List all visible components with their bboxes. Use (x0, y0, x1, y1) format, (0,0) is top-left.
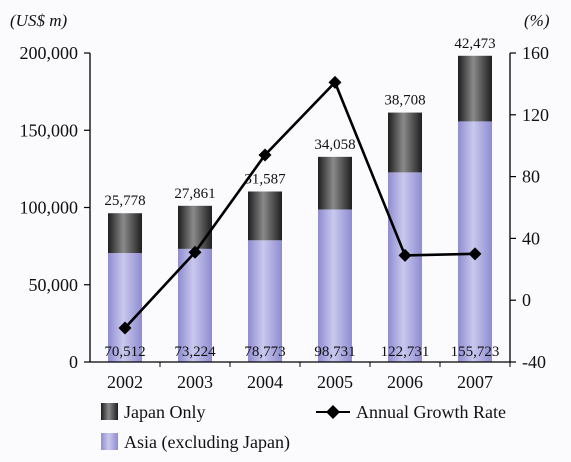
legend-label-asia: Asia (excluding Japan) (124, 432, 290, 453)
right-axis-unit-label: (%) (524, 11, 550, 30)
growth-point-2006 (398, 248, 412, 262)
growth-point-2007 (468, 247, 482, 261)
legend-label-growth: Annual Growth Rate (356, 402, 506, 422)
bar-label-asia-2006: 122,731 (381, 344, 430, 360)
x-tick-label: 2007 (457, 372, 493, 392)
bar-label-japan-2004: 31,587 (244, 171, 286, 187)
right-tick-label: 120 (522, 105, 549, 125)
bar-japan-2006 (388, 112, 422, 173)
right-tick-label: 80 (522, 167, 540, 187)
x-tick-label: 2005 (317, 372, 353, 392)
growth-point-2002 (118, 321, 132, 335)
left-axis-unit-label: (US$ m) (10, 11, 67, 30)
bar-asia-2006 (388, 172, 422, 362)
bar-asia-2003 (178, 248, 212, 362)
growth-rate-line (124, 80, 476, 329)
legend-swatch-japan (101, 403, 118, 420)
left-tick-label: 50,000 (29, 275, 79, 295)
legend-marker-growth (326, 405, 340, 419)
legend: Japan Only Annual Growth Rate Asia (exclud… (101, 402, 506, 453)
x-tick-label: 2003 (177, 372, 213, 392)
growth-point-2004 (258, 148, 272, 162)
right-tick-label: 0 (522, 290, 531, 310)
bar-label-japan-2006: 38,708 (384, 93, 425, 109)
bar-asia-2005 (318, 209, 352, 362)
growth-point-2005 (328, 75, 342, 89)
bar-asia-2004 (248, 240, 282, 362)
bar-japan-2004 (248, 191, 282, 241)
growth-point-2003 (188, 245, 202, 259)
legend-swatch-asia (101, 433, 118, 450)
bar-japan-2007 (458, 55, 492, 122)
right-tick-label: 40 (522, 228, 540, 248)
right-tick-label: -40 (522, 352, 546, 372)
right-tick-label: 160 (522, 43, 549, 63)
legend-label-japan: Japan Only (124, 402, 205, 422)
bar-asia-2002 (108, 253, 142, 362)
x-tick-label: 2002 (107, 372, 143, 392)
bars-group: 25,778 70,512 27,861 73,224 31,587 78,773 34,0… (104, 36, 500, 363)
x-tick-label: 2006 (387, 372, 423, 392)
left-tick-label: 200,000 (20, 43, 79, 63)
bar-label-japan-2007: 42,473 (454, 36, 495, 52)
x-tick-label: 2004 (247, 372, 283, 392)
bar-label-asia-2005: 98,731 (314, 344, 355, 360)
bar-label-asia-2002: 70,512 (104, 344, 145, 360)
left-tick-label: 150,000 (20, 120, 79, 140)
growth-line-group (118, 75, 482, 335)
bar-label-japan-2003: 27,861 (174, 186, 215, 202)
bar-label-asia-2007: 155,723 (451, 344, 500, 360)
bar-label-asia-2004: 78,773 (244, 344, 285, 360)
left-tick-label: 100,000 (20, 198, 79, 218)
left-tick-label: 0 (69, 352, 78, 372)
axes-group: 0 50,000 100,000 150,000 200,000 -40 0 40 80 120 1… (20, 43, 550, 392)
bar-label-japan-2002: 25,778 (104, 193, 145, 209)
bar-japan-2003 (178, 205, 212, 249)
bar-asia-2007 (458, 121, 492, 363)
bar-japan-2005 (318, 156, 352, 210)
bar-label-asia-2003: 73,224 (174, 344, 216, 360)
bar-japan-2002 (108, 213, 142, 254)
bar-label-japan-2005: 34,058 (314, 137, 355, 153)
